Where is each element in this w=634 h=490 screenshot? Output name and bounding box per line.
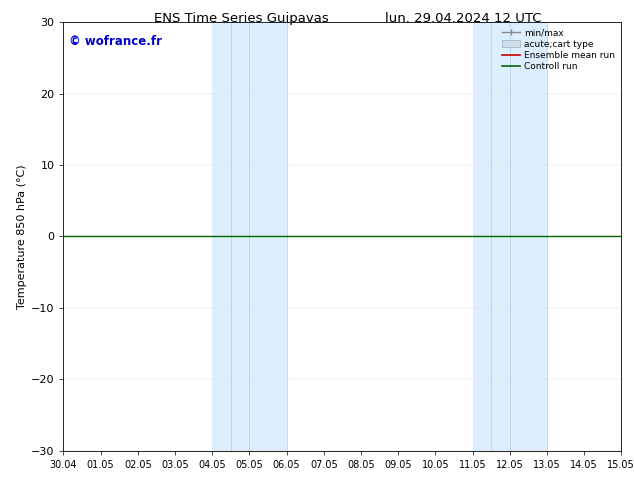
Legend: min/max, acute;cart type, Ensemble mean run, Controll run: min/max, acute;cart type, Ensemble mean …	[500, 26, 617, 73]
Bar	[249, 22, 287, 451]
Y-axis label: Temperature 850 hPa (°C): Temperature 850 hPa (°C)	[16, 164, 27, 309]
Bar	[472, 22, 510, 451]
Text: lun. 29.04.2024 12 UTC: lun. 29.04.2024 12 UTC	[385, 12, 541, 25]
Text: © wofrance.fr: © wofrance.fr	[69, 35, 162, 48]
Text: ENS Time Series Guipavas: ENS Time Series Guipavas	[153, 12, 328, 25]
Bar	[510, 22, 547, 451]
Bar	[212, 22, 249, 451]
